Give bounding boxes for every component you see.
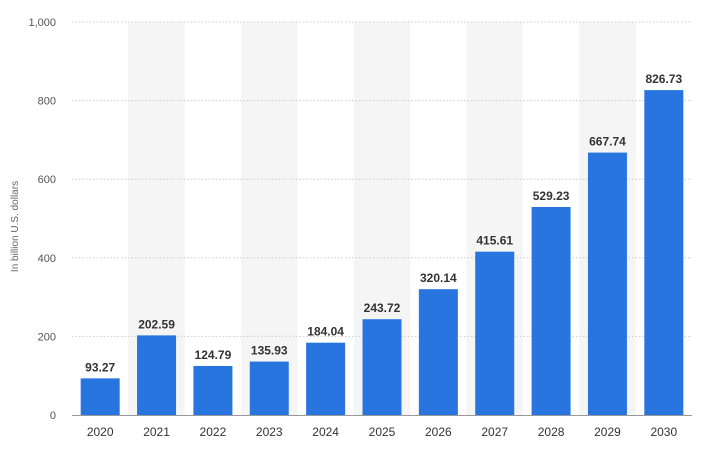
data-label: 667.74: [589, 135, 626, 149]
bar: [475, 251, 515, 415]
data-labels: 93.27 202.59 124.79 135.93 184.04 243.72 320.1…: [85, 72, 682, 374]
y-tick-label: 200: [38, 331, 56, 343]
y-axis-label: In billion U.S. dollars: [10, 181, 21, 272]
bar: [362, 319, 402, 415]
bar: [306, 342, 346, 415]
y-tick-label: 1,000: [28, 17, 56, 29]
data-label: 529.23: [533, 189, 570, 203]
x-tick-label: 2022: [200, 425, 227, 439]
data-label: 124.79: [195, 348, 232, 362]
x-tick-label: 2030: [650, 425, 677, 439]
gridlines: [72, 21, 692, 416]
x-axis-ticks: 2020 2021 2022 2023 2024 2025 2026 2027 2028 2029…: [87, 425, 678, 439]
data-label: 93.27: [85, 360, 115, 374]
y-tick-label: 600: [38, 174, 56, 186]
x-tick-label: 2024: [312, 425, 339, 439]
x-tick-label: 2020: [87, 425, 114, 439]
x-tick-label: 2023: [256, 425, 283, 439]
data-label: 184.04: [307, 325, 344, 339]
x-tick-label: 2027: [481, 425, 508, 439]
data-label: 202.59: [138, 317, 175, 331]
data-label: 135.93: [251, 344, 288, 358]
data-label: 320.14: [420, 271, 457, 285]
x-tick-label: 2021: [143, 425, 170, 439]
x-tick-label: 2026: [425, 425, 452, 439]
bar: [418, 289, 458, 415]
bar: [644, 90, 684, 416]
y-tick-label: 400: [38, 253, 56, 265]
y-tick-label: 0: [50, 410, 56, 422]
bar: [80, 378, 120, 415]
data-label: 415.61: [476, 234, 513, 248]
bar: [587, 152, 627, 415]
x-tick-label: 2029: [594, 425, 621, 439]
x-tick-label: 2028: [538, 425, 565, 439]
bar: [531, 207, 571, 415]
x-tick-label: 2025: [369, 425, 396, 439]
bar: [193, 365, 233, 415]
column-band: [241, 22, 298, 415]
bar: [137, 335, 177, 415]
bar: [249, 361, 289, 415]
bars: [80, 90, 684, 416]
y-tick-label: 800: [38, 96, 56, 108]
y-axis-ticks: 0 200 400 600 800 1,000: [28, 17, 56, 422]
data-label: 243.72: [364, 301, 401, 315]
data-label: 826.73: [645, 72, 682, 86]
